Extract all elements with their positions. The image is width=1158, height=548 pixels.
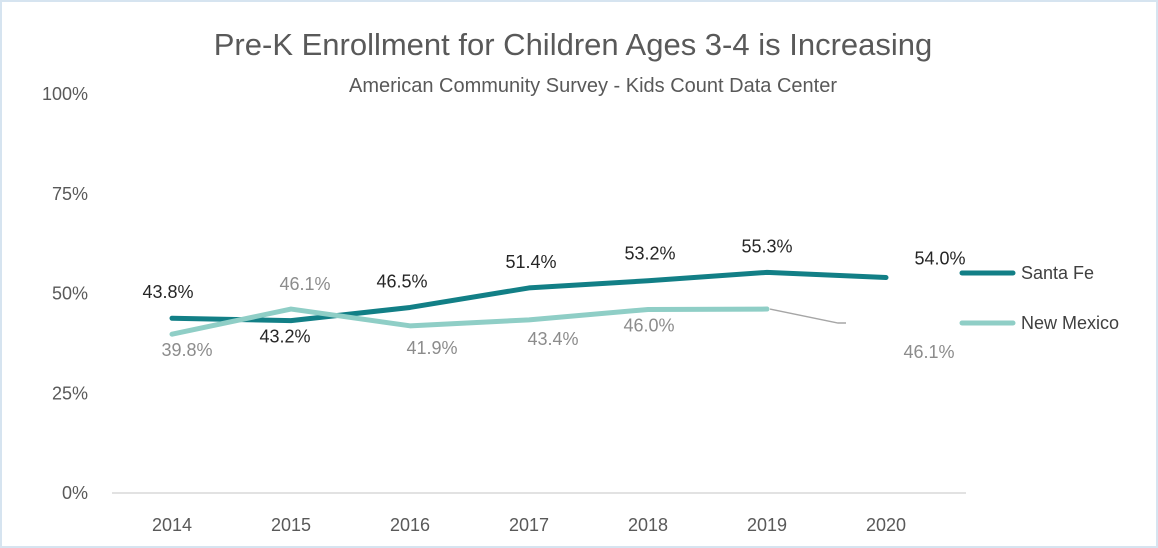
legend-item: New Mexico	[959, 313, 1119, 333]
data-label-new-mexico: 41.9%	[406, 338, 457, 358]
data-label-santa-fe: 46.5%	[376, 271, 427, 291]
y-tick-label: 25%	[52, 383, 88, 403]
data-label-santa-fe: 53.2%	[624, 244, 675, 264]
x-tick-label: 2019	[747, 515, 787, 535]
legend-label: New Mexico	[1021, 313, 1119, 333]
data-label-new-mexico: 43.4%	[527, 329, 578, 349]
chart-subtitle: American Community Survey - Kids Count D…	[349, 75, 837, 97]
data-label-santa-fe: 55.3%	[741, 236, 792, 256]
legend-item: Santa Fe	[959, 263, 1094, 283]
y-tick-label: 0%	[62, 483, 88, 503]
x-axis: 2014 2015 2016 2017 2018 2019 2020	[112, 492, 966, 535]
legend: Santa Fe New Mexico	[959, 263, 1119, 333]
series-layer	[169, 269, 889, 337]
data-label-santa-fe: 43.2%	[259, 327, 310, 347]
y-axis: 0% 25% 50% 75% 100%	[42, 84, 88, 503]
leader-line	[769, 308, 846, 324]
y-tick-label: 100%	[42, 84, 88, 104]
data-label-santa-fe: 51.4%	[505, 252, 556, 272]
data-label-new-mexico: 46.0%	[623, 315, 674, 335]
data-label-new-mexico: 46.1%	[279, 274, 330, 294]
x-tick-label: 2017	[509, 515, 549, 535]
x-tick-label: 2015	[271, 515, 311, 535]
x-tick-label: 2018	[628, 515, 668, 535]
data-label-new-mexico: 46.1%	[903, 342, 954, 362]
y-tick-label: 50%	[52, 284, 88, 304]
x-tick-label: 2020	[866, 515, 906, 535]
data-label-santa-fe: 43.8%	[142, 282, 193, 302]
x-tick-label: 2014	[152, 515, 192, 535]
y-tick-label: 75%	[52, 184, 88, 204]
data-label-santa-fe: 54.0%	[914, 249, 965, 269]
chart-title: Pre-K Enrollment for Children Ages 3-4 i…	[214, 27, 933, 62]
series-line-0	[169, 269, 889, 324]
data-labels: 43.8% 43.2% 46.5% 51.4% 53.2% 55.3% 54.0% 39.8%…	[142, 236, 965, 362]
data-label-new-mexico: 39.8%	[161, 340, 212, 360]
legend-label: Santa Fe	[1021, 263, 1094, 283]
series-line-1	[169, 306, 770, 337]
x-tick-label: 2016	[390, 515, 430, 535]
